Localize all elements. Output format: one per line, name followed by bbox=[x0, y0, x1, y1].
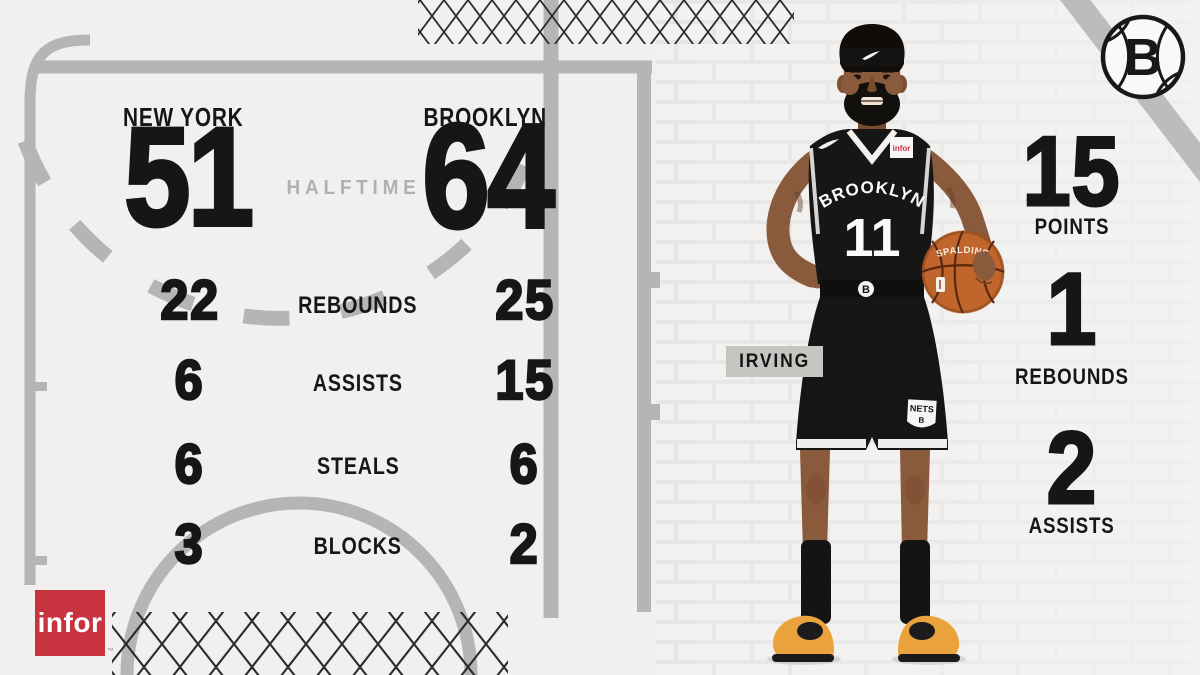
basketball: SPALDING bbox=[921, 230, 1005, 314]
belt-logo bbox=[858, 281, 874, 297]
left-cheek bbox=[841, 75, 859, 95]
belt-logo-letter: B bbox=[862, 284, 870, 296]
left-shoe-laces bbox=[797, 622, 823, 640]
player-assists-value: 2 bbox=[1045, 411, 1098, 525]
right-sock bbox=[900, 540, 930, 624]
home-assists: 15 bbox=[494, 348, 555, 411]
player-points-value: 15 bbox=[1022, 116, 1121, 226]
chain-link-fence-top bbox=[418, 0, 794, 44]
jersey-sponsor-patch-text: infor bbox=[893, 144, 911, 153]
headband-nike-swoosh-icon bbox=[862, 51, 880, 60]
right-eyebrow bbox=[881, 69, 895, 73]
knee-shading bbox=[806, 475, 826, 505]
infor-trademark: ™ bbox=[107, 648, 114, 655]
shorts-patch-letter: B bbox=[918, 416, 924, 425]
nose bbox=[867, 76, 877, 93]
period-label: HALFTIME bbox=[286, 177, 421, 199]
left-eyebrow bbox=[849, 69, 863, 73]
away-assists: 6 bbox=[174, 348, 205, 411]
player-head bbox=[837, 24, 907, 126]
player-photo: infor BROOKLYN 11 B NETS B bbox=[766, 24, 1005, 665]
shorts-patch-text: NETS bbox=[910, 403, 935, 414]
shorts-hem-right bbox=[878, 439, 947, 448]
player-left-arm bbox=[766, 150, 826, 288]
shorts-hem-left bbox=[797, 439, 866, 448]
home-steals: 6 bbox=[509, 432, 540, 495]
knee-shading bbox=[905, 475, 925, 505]
player-rebounds-value: 1 bbox=[1045, 252, 1098, 366]
stat-label-rebounds: REBOUNDS bbox=[298, 292, 418, 319]
nets-logo: B bbox=[1100, 14, 1186, 100]
player-shorts: B NETS B bbox=[796, 280, 948, 450]
home-score: 64 bbox=[421, 94, 557, 259]
shorts-nets-patch: NETS B bbox=[904, 396, 940, 431]
stat-label-steals: STEALS bbox=[316, 453, 400, 480]
stat-label-blocks: BLOCKS bbox=[313, 533, 403, 560]
home-team-name: BROOKLYN bbox=[423, 102, 547, 132]
nike-swoosh-icon bbox=[818, 139, 839, 149]
player-legs bbox=[772, 450, 960, 662]
nets-logo-seams bbox=[1106, 19, 1180, 95]
free-throw-circle bbox=[120, 496, 478, 675]
jersey-collar bbox=[846, 129, 898, 165]
left-leg bbox=[800, 450, 830, 552]
headband bbox=[840, 48, 904, 67]
infor-logo: infor bbox=[35, 590, 105, 656]
court-lines bbox=[17, 0, 652, 675]
jersey-trim-left bbox=[809, 147, 820, 235]
nets-logo-letter: B bbox=[1124, 29, 1162, 87]
court-corner-arc bbox=[24, 34, 91, 103]
player-jersey: infor BROOKLYN 11 bbox=[808, 129, 934, 284]
ball-seams bbox=[921, 230, 1005, 314]
jersey-body bbox=[808, 129, 934, 284]
jersey-trim-right bbox=[920, 147, 931, 235]
home-rebounds: 25 bbox=[494, 268, 555, 331]
three-point-arc bbox=[17, 138, 543, 326]
player-name-badge: IRVING bbox=[726, 346, 823, 377]
infor-wordmark: infor bbox=[37, 607, 103, 638]
player-points-label: POINTS bbox=[1034, 214, 1110, 239]
right-leg bbox=[900, 450, 930, 552]
left-sock bbox=[801, 540, 831, 624]
stat-label-assists: ASSISTS bbox=[313, 370, 403, 397]
player-right-hand bbox=[972, 251, 996, 281]
arm-tattoo bbox=[793, 190, 803, 213]
away-blocks: 3 bbox=[174, 512, 205, 575]
away-score: 51 bbox=[122, 98, 255, 255]
jersey-number: 11 bbox=[843, 208, 900, 268]
left-shoe-sole bbox=[772, 654, 834, 662]
arm-tattoo bbox=[945, 186, 956, 209]
away-steals: 6 bbox=[174, 432, 205, 495]
away-team-name: NEW YORK bbox=[123, 102, 244, 132]
right-shoe-laces bbox=[909, 622, 935, 640]
right-cheek bbox=[885, 75, 903, 95]
away-rebounds: 22 bbox=[159, 268, 220, 331]
right-shoe-sole bbox=[898, 654, 960, 662]
player-rebounds-label: REBOUNDS bbox=[1015, 364, 1129, 389]
finger-lines bbox=[975, 277, 993, 285]
jersey-sponsor-patch bbox=[890, 137, 913, 158]
home-blocks: 2 bbox=[509, 512, 540, 575]
player-assists-label: ASSISTS bbox=[1029, 513, 1115, 538]
chain-link-fence-bottom bbox=[112, 612, 508, 675]
court-hash-marks bbox=[30, 272, 660, 565]
